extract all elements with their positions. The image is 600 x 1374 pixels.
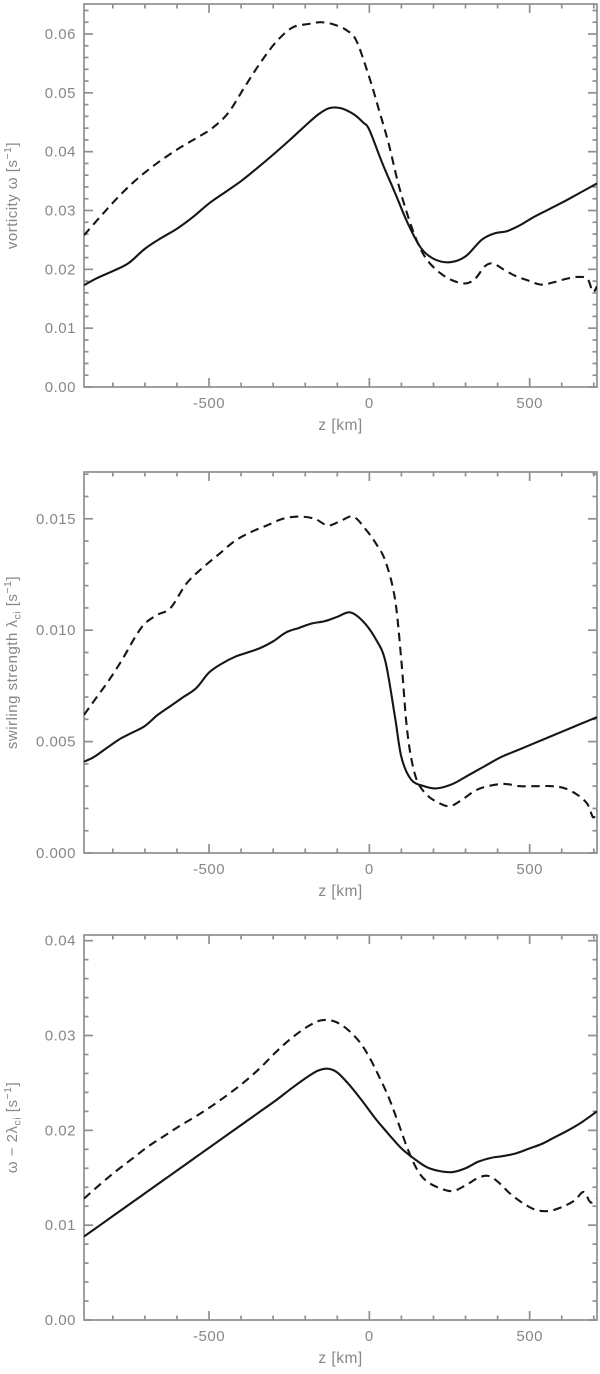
y-tick-label: 0.015	[36, 511, 76, 528]
y-axis-label: swirling strength λci [s−1]	[2, 576, 24, 749]
y-tick-label: 0.03	[45, 203, 76, 220]
y-axis-label: vorticity ω [s−1]	[2, 142, 21, 249]
omega-minus-2lambda-chart: -500 0 500 0.00 0.01 0.02 0.03 0.04 z [km] ω − 2λ…	[2, 933, 598, 1367]
swirling-strength-chart: -500 0 500 0.000 0.005 0.010 0.015 z [km] swirli…	[2, 471, 598, 900]
x-tick-label: 0	[365, 1328, 374, 1345]
solid-series	[84, 1067, 597, 1238]
y-tick-label: 0.01	[45, 1217, 76, 1234]
y-tick-label: 0.005	[36, 734, 76, 751]
y-tick-label: 0.01	[45, 320, 76, 337]
plot-box	[83, 471, 598, 854]
vorticity-chart: -500 0 500 0.00 0.01 0.02 0.03 0.04 0.05 0.06 z [k…	[2, 3, 598, 434]
x-tick-label: -500	[193, 861, 225, 878]
x-tick-label: -500	[193, 1328, 225, 1345]
y-tick-label: 0.010	[36, 622, 76, 639]
solid-series	[84, 611, 597, 790]
dashed-series	[84, 1018, 597, 1213]
y-tick-label: 0.00	[45, 379, 76, 396]
x-tick-label: 0	[365, 395, 374, 412]
x-tick-label: 0	[365, 861, 374, 878]
omega-minus-2lambda-panel: -500 0 500 0.00 0.01 0.02 0.03 0.04 z [km] ω − 2λ…	[0, 916, 600, 1374]
y-tick-label: 0.02	[45, 1122, 76, 1139]
x-axis-label: z [km]	[318, 1350, 362, 1367]
dashed-series	[84, 21, 597, 293]
y-tick-label: 0.000	[36, 845, 76, 862]
y-tick-label: 0.04	[45, 144, 76, 161]
y-tick-label: 0.05	[45, 85, 76, 102]
solid-series	[84, 106, 597, 287]
y-tick-label: 0.04	[45, 933, 76, 950]
x-tick-label: 500	[516, 395, 543, 412]
x-tick-label: 500	[516, 861, 543, 878]
y-tick-label: 0.00	[45, 1312, 76, 1329]
plot-box	[83, 3, 598, 388]
x-axis-label: z [km]	[318, 883, 362, 900]
y-tick-label: 0.03	[45, 1028, 76, 1045]
plot-box	[83, 934, 598, 1321]
y-tick-label: 0.02	[45, 261, 76, 278]
y-tick-label: 0.06	[45, 26, 76, 43]
x-tick-label: -500	[193, 395, 225, 412]
x-tick-label: 500	[516, 1328, 543, 1345]
x-axis-label: z [km]	[318, 417, 362, 434]
y-axis-label: ω − 2λci [s−1]	[2, 1082, 24, 1173]
vorticity-panel: -500 0 500 0.00 0.01 0.02 0.03 0.04 0.05 0.06 z [k…	[0, 0, 600, 458]
dashed-series	[84, 515, 597, 819]
swirling-strength-panel: -500 0 500 0.000 0.005 0.010 0.015 z [km] swirli…	[0, 458, 600, 916]
